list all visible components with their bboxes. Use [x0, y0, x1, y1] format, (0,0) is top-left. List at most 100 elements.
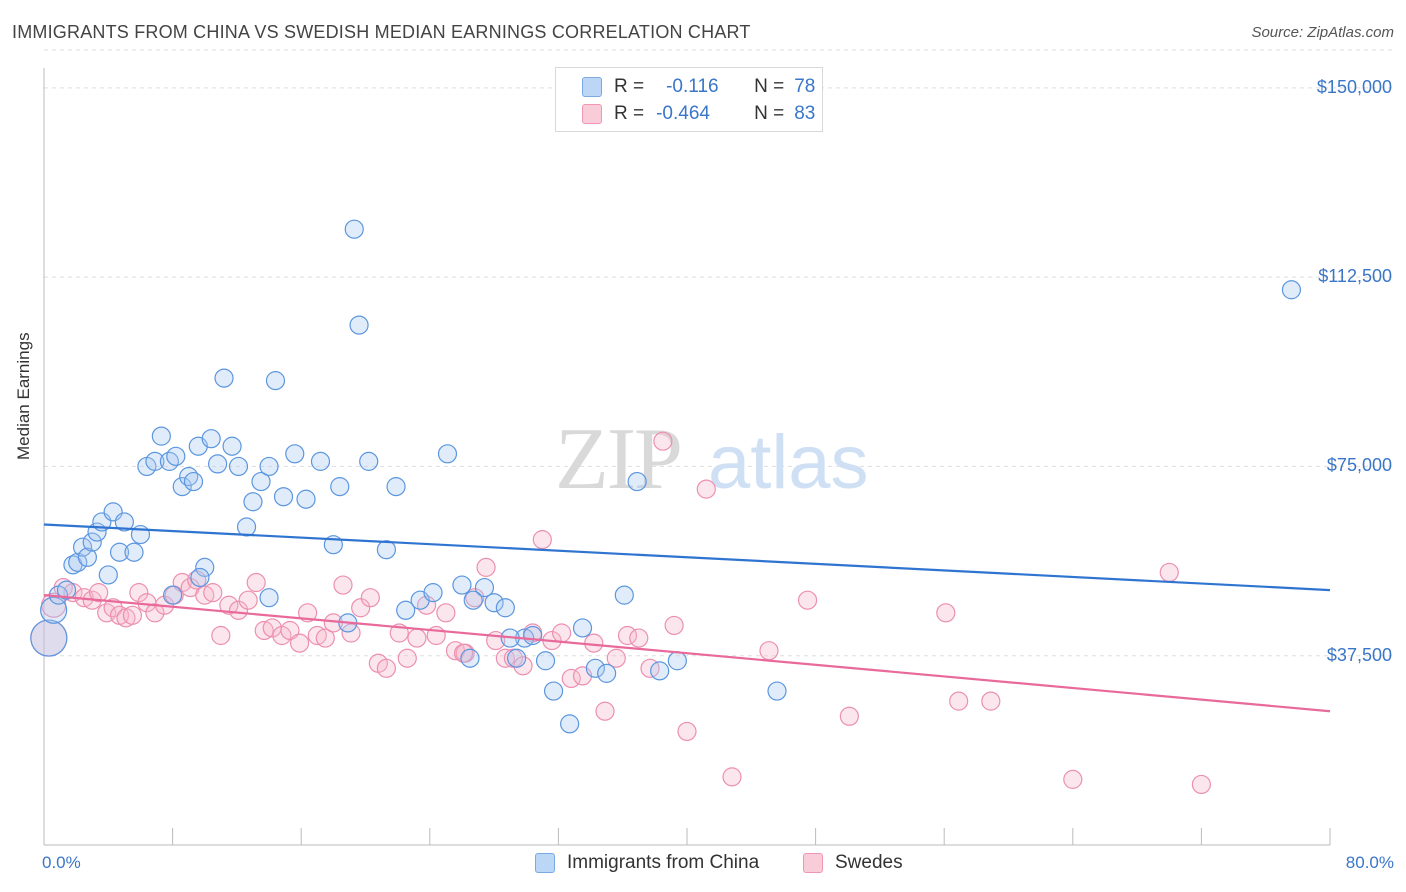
china-point [259, 588, 279, 608]
china-point [344, 219, 364, 239]
swedes-point [246, 572, 266, 593]
china-point [667, 651, 687, 671]
swedes-point [1191, 774, 1212, 795]
swedes-point [360, 588, 380, 608]
swedes-point [936, 603, 956, 623]
swedes-point [436, 603, 456, 623]
china-point [1281, 280, 1302, 300]
china-points [30, 219, 1302, 734]
swedes-point [1063, 769, 1083, 789]
trend-lines [43, 523, 1331, 713]
china-point [349, 315, 369, 335]
china-point [460, 648, 480, 668]
swedes-point [376, 658, 396, 678]
china-trend-line [43, 523, 1331, 592]
china-point [208, 454, 228, 474]
china-point [396, 600, 416, 620]
bottom-legend-swatch-swedes [803, 853, 823, 873]
china-point [151, 426, 171, 446]
legend-swatch-china [582, 77, 602, 97]
swedes-point [759, 641, 779, 661]
china-point [310, 451, 331, 471]
swedes-points [30, 431, 1212, 795]
swedes-point [122, 605, 143, 625]
swedes-point [289, 633, 310, 653]
swedes-point [595, 701, 615, 721]
china-point [265, 371, 286, 391]
legend-n-label: N = [754, 76, 785, 97]
swedes-point [495, 648, 515, 668]
grid-lines [44, 49, 1395, 657]
swedes-point [677, 721, 697, 742]
china-point [251, 471, 271, 492]
china-point [183, 471, 204, 492]
china-point [495, 598, 515, 618]
china-point [627, 471, 647, 492]
bottom-legend-label-china: Immigrants from China [567, 852, 760, 873]
china-point [30, 619, 68, 657]
china-point [560, 714, 580, 734]
y-tick-label: $112,500 [1318, 266, 1392, 287]
swedes-point [606, 648, 626, 668]
china-point [163, 585, 183, 605]
china-point [159, 451, 179, 471]
swedes-point [228, 600, 249, 620]
swedes-trend-line [43, 594, 1331, 713]
swedes-point [617, 625, 638, 646]
china-point [330, 477, 350, 497]
china-point [124, 542, 144, 562]
swedes-point [629, 628, 649, 648]
china-point [474, 577, 495, 598]
swedes-point [453, 643, 474, 663]
china-point [296, 489, 316, 509]
legend-r-value: -0.464 [656, 103, 710, 124]
china-point [195, 557, 215, 577]
watermark-zip: ZIP [555, 411, 681, 508]
china-point [484, 593, 504, 613]
china-point [572, 618, 593, 638]
china-point [82, 532, 102, 552]
china-point [98, 565, 118, 585]
china-point [423, 583, 443, 603]
china-point [273, 487, 294, 507]
source-label: Source: ZipAtlas.com [1251, 24, 1394, 41]
china-point [243, 492, 263, 512]
chart-title: IMMIGRANTS FROM CHINA VS SWEDISH MEDIAN … [12, 22, 751, 42]
china-point [767, 681, 787, 701]
swedes-point [552, 623, 572, 643]
swedes-point [722, 767, 742, 787]
swedes-point [653, 431, 673, 451]
bottom-legend-swedes: Swedes [803, 852, 903, 874]
china-point [56, 580, 77, 600]
legend-n-value: 78 [794, 76, 816, 97]
y-tick-label: $37,500 [1326, 644, 1392, 665]
china-point [650, 661, 670, 681]
swedes-point [407, 628, 427, 648]
swedes-point [416, 595, 437, 615]
y-tick-label: $150,000 [1316, 76, 1392, 97]
swedes-point [561, 668, 581, 689]
swedes-point [981, 691, 1001, 711]
china-point [543, 681, 564, 701]
china-point [145, 451, 165, 471]
china-point [386, 477, 406, 497]
swedes-point [89, 583, 109, 603]
swedes-point [145, 603, 165, 623]
legend-r-label: R = [614, 76, 645, 97]
bottom-legend-swatch-china [535, 853, 555, 873]
swedes-point [211, 625, 231, 646]
china-point [463, 590, 483, 610]
china-point [585, 658, 605, 678]
china-point [77, 547, 98, 567]
china-point [72, 537, 93, 557]
swedes-point [333, 575, 353, 595]
swedes-point [696, 479, 716, 499]
swedes-point [584, 633, 604, 653]
china-point [190, 567, 210, 588]
legend-r-value: -0.116 [666, 76, 719, 97]
swedes-point [513, 656, 533, 676]
swedes-point [219, 595, 239, 615]
legend-r-label: R = [614, 103, 645, 124]
china-point [507, 648, 527, 668]
